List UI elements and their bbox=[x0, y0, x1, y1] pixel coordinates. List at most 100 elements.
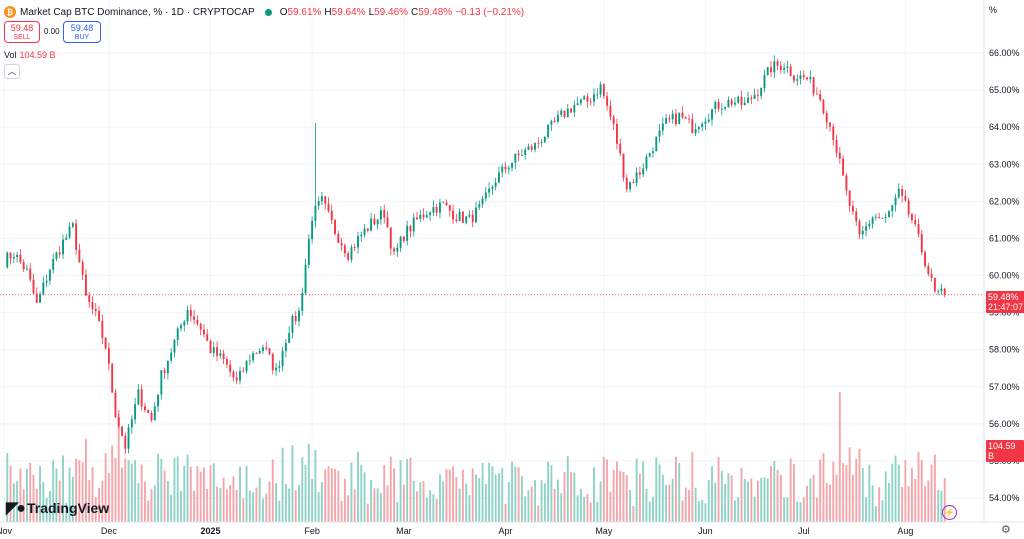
candle-body bbox=[186, 310, 189, 322]
volume-bar bbox=[42, 481, 45, 522]
axis-unit-label[interactable]: % bbox=[989, 5, 998, 15]
candle-body bbox=[619, 143, 622, 154]
candle-body bbox=[609, 105, 612, 117]
volume-bar bbox=[684, 487, 687, 522]
candle-body bbox=[638, 172, 641, 175]
candle-body bbox=[193, 316, 196, 320]
candle-body bbox=[206, 334, 209, 341]
candle-body bbox=[815, 93, 818, 95]
volume-bar bbox=[897, 464, 900, 522]
volume-bar bbox=[743, 478, 746, 522]
volume-bar bbox=[861, 468, 864, 522]
candle-body bbox=[111, 363, 114, 393]
candle-body bbox=[343, 245, 346, 254]
volume-bar bbox=[209, 465, 212, 522]
volume-bar bbox=[924, 486, 927, 522]
time-axis[interactable]: Nov Dec 2025 Feb Mar Apr May Jun Jul Aug bbox=[0, 526, 913, 536]
volume-bar bbox=[779, 475, 782, 522]
candle-body bbox=[353, 247, 356, 248]
volume-bar bbox=[62, 455, 64, 522]
volume-bar bbox=[573, 472, 576, 522]
tradingview-logo[interactable]: ◤● TradingView bbox=[6, 498, 109, 518]
candle-body bbox=[98, 310, 101, 321]
candle-body bbox=[475, 207, 477, 223]
candle-body bbox=[294, 316, 297, 322]
volume-bar bbox=[370, 480, 373, 522]
candle-body bbox=[894, 197, 897, 206]
sell-button[interactable]: 59.48 SELL bbox=[4, 21, 40, 43]
volume-legend[interactable]: Vol 104.59 B bbox=[4, 50, 56, 60]
candle-body bbox=[878, 217, 881, 219]
volume-bar bbox=[563, 472, 566, 522]
buy-button[interactable]: 59.48 BUY bbox=[63, 21, 101, 43]
volume-bar bbox=[386, 485, 389, 522]
candle-body bbox=[65, 237, 68, 240]
candle-body bbox=[307, 239, 310, 265]
candle-body bbox=[317, 201, 320, 206]
candle-body bbox=[396, 247, 399, 252]
volume-bar bbox=[311, 479, 314, 522]
bitcoin-icon: ₿ bbox=[4, 6, 16, 18]
candle-body bbox=[48, 269, 51, 281]
price-tick-label: 61.00% bbox=[989, 233, 1020, 243]
volume-bar bbox=[448, 469, 451, 522]
volume-bar bbox=[396, 501, 399, 522]
tradingview-logo-icon: ◤● bbox=[6, 500, 26, 517]
time-tick-label: May bbox=[595, 526, 613, 536]
candle-body bbox=[6, 252, 9, 268]
candle-body bbox=[491, 186, 494, 189]
volume-bar bbox=[727, 473, 730, 522]
close-value: 59.48% bbox=[418, 6, 453, 18]
candle-body bbox=[370, 218, 373, 231]
volume-bar bbox=[501, 468, 504, 522]
candle-body bbox=[271, 354, 274, 371]
candle-body bbox=[252, 353, 255, 361]
volume-bar bbox=[183, 465, 186, 522]
price-axis[interactable]: 66.00% 65.00% 64.00% 63.00% 62.00% 61.00% 60.0… bbox=[989, 48, 1020, 503]
volume-bar bbox=[71, 476, 74, 522]
volume-bar bbox=[652, 496, 654, 522]
volume-bar bbox=[733, 500, 736, 522]
candle-body bbox=[311, 220, 314, 240]
collapse-legend-button[interactable]: ︿ bbox=[4, 64, 20, 79]
lightning-icon[interactable]: ⚡ bbox=[942, 505, 957, 520]
candle-body bbox=[268, 348, 271, 355]
candle-body bbox=[438, 202, 441, 213]
volume-bar bbox=[471, 468, 474, 522]
volume-bar bbox=[429, 490, 432, 522]
volume-bar bbox=[753, 496, 756, 522]
candle-body bbox=[868, 223, 871, 227]
candle-body bbox=[776, 61, 779, 66]
candle-body bbox=[261, 347, 264, 351]
volume-bar bbox=[140, 464, 143, 522]
candle-body bbox=[806, 77, 809, 80]
candle-body bbox=[442, 202, 445, 204]
candle-body bbox=[35, 293, 38, 303]
candle-body bbox=[910, 214, 913, 221]
volume-bar bbox=[707, 480, 710, 522]
candle-body bbox=[452, 210, 455, 220]
candle-body bbox=[488, 188, 491, 193]
gear-icon[interactable]: ⚙ bbox=[1001, 524, 1011, 536]
candle-body bbox=[865, 226, 868, 231]
volume-bar bbox=[570, 471, 573, 522]
candle-body bbox=[16, 254, 19, 258]
volume-bar bbox=[412, 480, 415, 522]
chart-header: ₿ Market Cap BTC Dominance, % · 1D · CRY… bbox=[4, 4, 527, 20]
candle-body bbox=[209, 340, 212, 354]
volume-bar bbox=[438, 474, 441, 522]
spread-value: 0.00 bbox=[44, 27, 60, 36]
buy-label: BUY bbox=[74, 34, 90, 41]
volume-bar bbox=[180, 490, 182, 522]
market-status-dot[interactable] bbox=[264, 8, 272, 16]
volume-bar bbox=[943, 477, 946, 522]
candle-body bbox=[671, 113, 674, 120]
candle-body bbox=[298, 310, 300, 322]
candle-body bbox=[163, 370, 166, 374]
candle-body bbox=[75, 223, 78, 250]
volume-bar bbox=[891, 463, 894, 522]
volume-bar bbox=[937, 490, 940, 522]
symbol-title[interactable]: Market Cap BTC Dominance, % · 1D · CRYPT… bbox=[20, 6, 255, 18]
candle-body bbox=[81, 262, 84, 275]
